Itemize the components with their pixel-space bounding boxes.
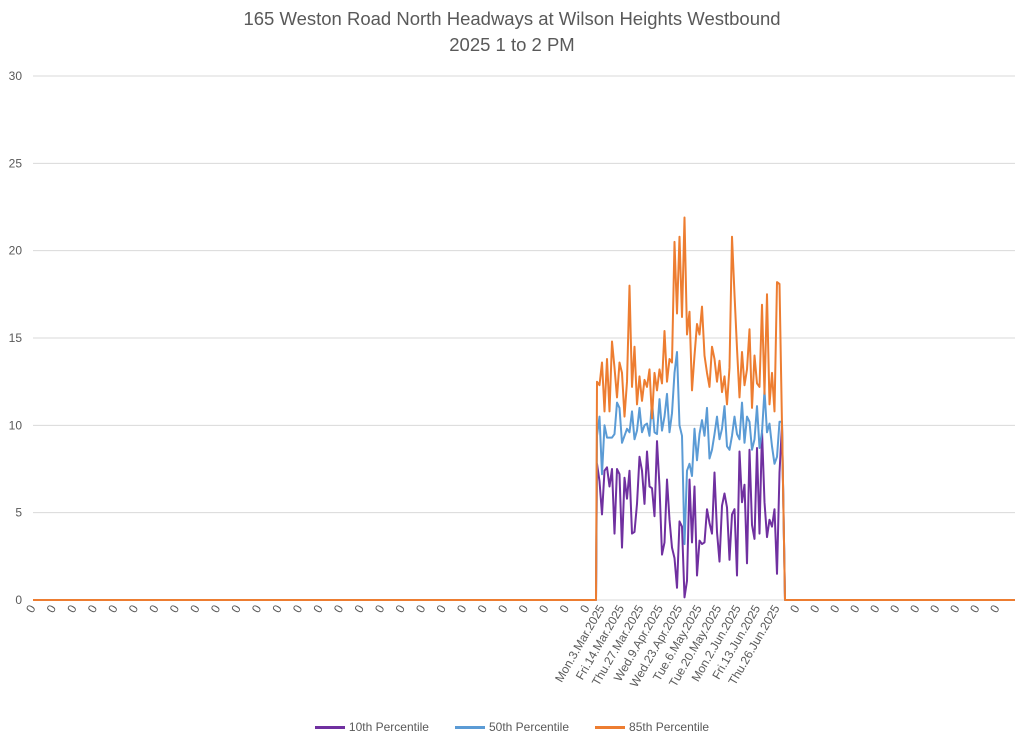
x-tick-label: 0 <box>167 602 183 615</box>
legend-label-p85: 85th Percentile <box>629 720 710 734</box>
x-tick-label: 0 <box>434 602 450 615</box>
legend-item-p50: 50th Percentile <box>454 718 570 736</box>
x-tick-label: 0 <box>495 602 511 615</box>
x-tick-label: 0 <box>64 602 80 615</box>
x-tick-label: 0 <box>126 602 142 615</box>
series-line-p85 <box>33 216 1015 601</box>
x-tick-label: 0 <box>475 602 491 615</box>
x-tick-label: 0 <box>392 602 408 615</box>
x-tick-label: 0 <box>927 602 943 615</box>
x-tick-label: 0 <box>208 602 224 615</box>
legend-label-p50: 50th Percentile <box>488 720 570 734</box>
legend-label-p10: 10th Percentile <box>348 720 429 734</box>
x-tick-label: 0 <box>557 602 573 615</box>
y-tick-label-10: 10 <box>9 418 23 432</box>
chart-subtitle: 2025 1 to 2 PM <box>449 34 575 55</box>
y-tick-label-0: 0 <box>15 593 22 607</box>
x-tick-label: 0 <box>269 602 285 615</box>
x-tick-label: 0 <box>887 602 903 615</box>
x-tick-label: 0 <box>536 602 552 615</box>
x-tick-label: 0 <box>807 602 823 615</box>
x-tick-label: 0 <box>331 602 347 615</box>
x-tick-label: 0 <box>310 602 326 615</box>
x-tick-label: 0 <box>987 602 1003 615</box>
x-tick-label: 0 <box>228 602 244 615</box>
x-tick-label: 0 <box>867 602 883 615</box>
legend-item-p85: 85th Percentile <box>595 718 709 736</box>
x-tick-label: 0 <box>105 602 121 615</box>
x-tick-label: 0 <box>907 602 923 615</box>
y-tick-label-20: 20 <box>9 244 23 258</box>
chart-title: 165 Weston Road North Headways at Wilson… <box>243 8 781 29</box>
x-tick-label: 0 <box>967 602 983 615</box>
x-tick-label: 0 <box>847 602 863 615</box>
y-tick-label-25: 25 <box>9 156 23 170</box>
x-tick-label: 0 <box>787 602 803 615</box>
x-tick-label: 0 <box>249 602 265 615</box>
y-tick-label-5: 5 <box>15 506 22 520</box>
y-tick-label-15: 15 <box>9 331 23 345</box>
x-tick-label: 0 <box>85 602 101 615</box>
series-line-p50 <box>33 351 1015 601</box>
x-tick-label: 0 <box>23 602 39 615</box>
x-tick-label: 0 <box>516 602 532 615</box>
x-tick-label: 0 <box>413 602 429 615</box>
legend-swatch-p85 <box>595 725 626 729</box>
y-tick-label-30: 30 <box>9 69 23 83</box>
x-tick-label: 0 <box>947 602 963 615</box>
x-tick-label: 0 <box>290 602 306 615</box>
x-tick-label: 0 <box>351 602 367 615</box>
legend-swatch-p50 <box>454 725 485 729</box>
x-tick-label: 0 <box>372 602 388 615</box>
x-tick-label: 0 <box>44 602 60 615</box>
series-line-p10 <box>33 424 1015 601</box>
legend-swatch-p10 <box>314 725 345 729</box>
x-tick-label: 0 <box>187 602 203 615</box>
legend: 10th Percentile 50th Percentile 85th Per… <box>0 718 1024 736</box>
x-tick-label: 0 <box>454 602 470 615</box>
legend-item-p10: 10th Percentile <box>314 718 429 736</box>
x-tick-label: 0 <box>146 602 162 615</box>
x-tick-label: 0 <box>827 602 843 615</box>
